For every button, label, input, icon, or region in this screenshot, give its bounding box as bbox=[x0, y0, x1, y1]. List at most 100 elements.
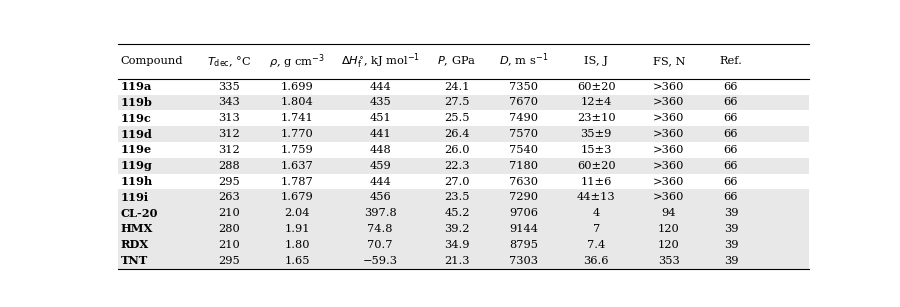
Text: 4: 4 bbox=[592, 208, 600, 218]
Text: $T_{\mathrm{dec}}$, °C: $T_{\mathrm{dec}}$, °C bbox=[207, 54, 251, 69]
Text: >360: >360 bbox=[653, 82, 685, 92]
Text: 7303: 7303 bbox=[509, 256, 538, 266]
Text: 119c: 119c bbox=[121, 113, 152, 124]
Text: 23.5: 23.5 bbox=[445, 192, 470, 202]
Text: 74.8: 74.8 bbox=[367, 224, 393, 234]
Text: 120: 120 bbox=[658, 240, 680, 250]
Text: $\Delta H_{\mathrm{f}}^{\circ}$, kJ mol$^{-1}$: $\Delta H_{\mathrm{f}}^{\circ}$, kJ mol$… bbox=[340, 52, 419, 71]
Text: 210: 210 bbox=[219, 208, 240, 218]
Text: TNT: TNT bbox=[121, 255, 148, 266]
Text: >360: >360 bbox=[653, 113, 685, 123]
Text: Compound: Compound bbox=[121, 56, 184, 66]
Text: 94: 94 bbox=[662, 208, 676, 218]
Text: 263: 263 bbox=[219, 192, 240, 202]
Bar bbox=[118, 205, 808, 221]
Text: 397.8: 397.8 bbox=[364, 208, 397, 218]
Text: 295: 295 bbox=[219, 256, 240, 266]
Text: 119b: 119b bbox=[121, 97, 153, 108]
Text: 24.1: 24.1 bbox=[445, 82, 470, 92]
Text: 8795: 8795 bbox=[509, 240, 538, 250]
Text: $\rho$, g cm$^{-3}$: $\rho$, g cm$^{-3}$ bbox=[269, 52, 325, 71]
Text: −59.3: −59.3 bbox=[363, 256, 398, 266]
Text: 66: 66 bbox=[724, 177, 738, 187]
Text: 435: 435 bbox=[369, 97, 391, 107]
Text: >360: >360 bbox=[653, 177, 685, 187]
Text: 1.679: 1.679 bbox=[281, 192, 313, 202]
Text: 23±10: 23±10 bbox=[577, 113, 616, 123]
Text: 119a: 119a bbox=[121, 81, 152, 92]
Text: 7: 7 bbox=[592, 224, 600, 234]
Text: 119i: 119i bbox=[121, 192, 149, 203]
Text: 36.6: 36.6 bbox=[583, 256, 609, 266]
Text: 11±6: 11±6 bbox=[580, 177, 612, 187]
Text: 119h: 119h bbox=[121, 176, 153, 187]
Text: 7290: 7290 bbox=[509, 192, 538, 202]
Bar bbox=[118, 189, 808, 205]
Text: 1.787: 1.787 bbox=[281, 177, 313, 187]
Text: 1.80: 1.80 bbox=[284, 240, 310, 250]
Text: 15±3: 15±3 bbox=[580, 145, 612, 155]
Text: RDX: RDX bbox=[121, 239, 149, 250]
Text: 7630: 7630 bbox=[509, 177, 538, 187]
Text: 1.699: 1.699 bbox=[281, 82, 313, 92]
Text: 444: 444 bbox=[369, 82, 391, 92]
Text: 295: 295 bbox=[219, 177, 240, 187]
Bar bbox=[118, 237, 808, 253]
Text: HMX: HMX bbox=[121, 223, 153, 235]
Text: IS, J: IS, J bbox=[584, 56, 608, 66]
Text: 119g: 119g bbox=[121, 160, 153, 171]
Text: 448: 448 bbox=[369, 145, 391, 155]
Text: 119e: 119e bbox=[121, 144, 152, 155]
Text: 1.65: 1.65 bbox=[284, 256, 310, 266]
Text: >360: >360 bbox=[653, 129, 685, 139]
Text: >360: >360 bbox=[653, 97, 685, 107]
Text: 22.3: 22.3 bbox=[445, 161, 470, 171]
Text: >360: >360 bbox=[653, 145, 685, 155]
Text: 35±9: 35±9 bbox=[580, 129, 612, 139]
Text: 7180: 7180 bbox=[509, 161, 538, 171]
Text: 27.0: 27.0 bbox=[445, 177, 470, 187]
Text: >360: >360 bbox=[653, 192, 685, 202]
Text: 335: 335 bbox=[219, 82, 240, 92]
Text: 39.2: 39.2 bbox=[445, 224, 470, 234]
Text: FS, N: FS, N bbox=[652, 56, 685, 66]
Text: 25.5: 25.5 bbox=[445, 113, 470, 123]
Text: 9706: 9706 bbox=[509, 208, 538, 218]
Text: 459: 459 bbox=[369, 161, 391, 171]
Text: 39: 39 bbox=[724, 256, 738, 266]
Text: 1.741: 1.741 bbox=[281, 113, 313, 123]
Text: 119d: 119d bbox=[121, 129, 153, 140]
Text: 12±4: 12±4 bbox=[580, 97, 612, 107]
Text: 210: 210 bbox=[219, 240, 240, 250]
Text: 39: 39 bbox=[724, 208, 738, 218]
Text: 60±20: 60±20 bbox=[577, 161, 616, 171]
Text: 280: 280 bbox=[219, 224, 240, 234]
Text: 7.4: 7.4 bbox=[587, 240, 606, 250]
Text: 7570: 7570 bbox=[509, 129, 538, 139]
Text: 45.2: 45.2 bbox=[445, 208, 470, 218]
Text: 39: 39 bbox=[724, 240, 738, 250]
Text: 9144: 9144 bbox=[509, 224, 538, 234]
Text: 34.9: 34.9 bbox=[445, 240, 470, 250]
Text: 441: 441 bbox=[369, 129, 391, 139]
Text: $P$, GPa: $P$, GPa bbox=[437, 55, 477, 68]
Bar bbox=[118, 126, 808, 142]
Text: 1.804: 1.804 bbox=[281, 97, 313, 107]
Text: 7670: 7670 bbox=[509, 97, 538, 107]
Text: 70.7: 70.7 bbox=[367, 240, 393, 250]
Text: 1.91: 1.91 bbox=[284, 224, 310, 234]
Text: 288: 288 bbox=[219, 161, 240, 171]
Text: 456: 456 bbox=[369, 192, 391, 202]
Text: 120: 120 bbox=[658, 224, 680, 234]
Text: 353: 353 bbox=[658, 256, 680, 266]
Text: 66: 66 bbox=[724, 145, 738, 155]
Text: 44±13: 44±13 bbox=[577, 192, 616, 202]
Text: 1.759: 1.759 bbox=[281, 145, 313, 155]
Text: 312: 312 bbox=[219, 145, 240, 155]
Text: 27.5: 27.5 bbox=[445, 97, 470, 107]
Text: 66: 66 bbox=[724, 82, 738, 92]
Text: 7490: 7490 bbox=[509, 113, 538, 123]
Bar bbox=[118, 253, 808, 269]
Text: 60±20: 60±20 bbox=[577, 82, 616, 92]
Text: CL-20: CL-20 bbox=[121, 208, 158, 219]
